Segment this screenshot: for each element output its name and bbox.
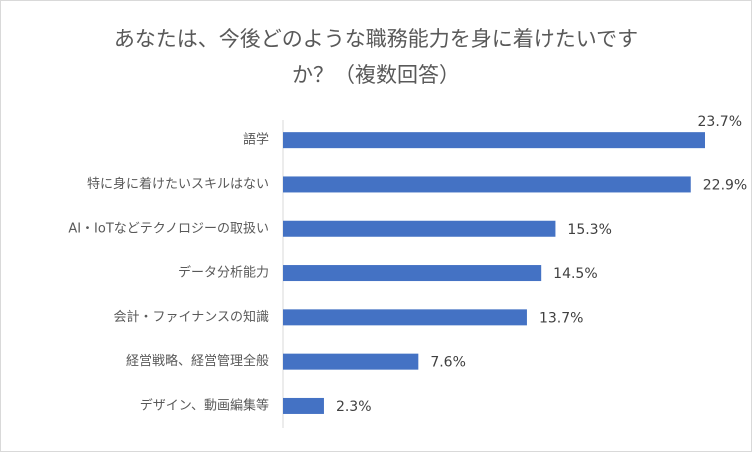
- category-label: 語学: [243, 132, 269, 148]
- value-label: 2.3%: [336, 399, 372, 415]
- category-label: AI・IoTなどテクノロジーの取扱い: [68, 221, 269, 236]
- bar: [283, 176, 691, 193]
- value-label: 7.6%: [430, 355, 466, 371]
- chart-title: あなたは、今後どのような職務能力を身に着けたいです: [114, 27, 638, 51]
- chart-title: か？（複数回答）: [292, 63, 460, 87]
- bar: [283, 132, 705, 149]
- value-label: 15.3%: [567, 222, 611, 238]
- value-label: 23.7%: [698, 114, 742, 130]
- bar: [283, 265, 542, 282]
- bar: [283, 220, 556, 237]
- category-label: 特に身に着けたいスキルはない: [87, 176, 269, 192]
- category-label: 経営戦略、経営管理全般: [126, 353, 269, 369]
- category-label: デザイン、動画編集等: [140, 397, 269, 413]
- bar: [283, 309, 527, 326]
- value-label: 14.5%: [553, 266, 597, 282]
- bar: [283, 353, 419, 370]
- bar: [283, 397, 324, 414]
- value-label: 22.9%: [703, 177, 747, 193]
- category-label: 会計・ファイナンスの知識: [114, 309, 269, 325]
- category-label: データ分析能力: [178, 265, 269, 281]
- value-label: 13.7%: [539, 310, 583, 326]
